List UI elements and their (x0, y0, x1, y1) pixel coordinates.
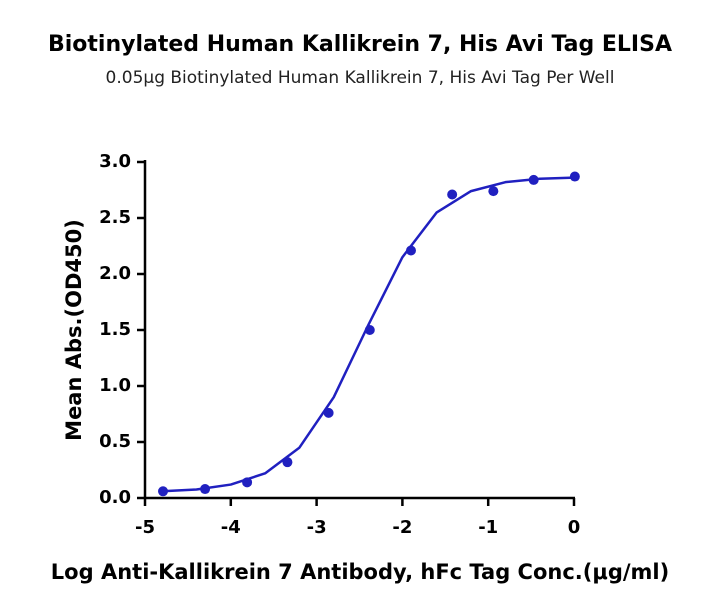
chart-title: Biotinylated Human Kallikrein 7, His Avi… (48, 32, 672, 57)
data-point (569, 171, 580, 182)
y-tick-label: 3.0 (99, 151, 131, 172)
data-point (447, 189, 458, 200)
y-tick-label: 2.5 (99, 207, 131, 228)
x-tick-label: 0 (568, 517, 581, 538)
y-tick-label: 2.0 (99, 263, 131, 284)
x-tick-label: -3 (307, 517, 327, 538)
y-tick-label: 1.0 (99, 375, 131, 396)
fit-curve (162, 176, 575, 493)
x-tick-label: -5 (135, 517, 155, 538)
y-tick-label: 0.5 (99, 431, 131, 452)
x-tick-label: -1 (478, 517, 498, 538)
data-point (488, 186, 499, 197)
chart-subtitle: 0.05μg Biotinylated Human Kallikrein 7, … (106, 68, 615, 88)
y-tick-label: 1.5 (99, 319, 131, 340)
x-axis-label: Log Anti-Kallikrein 7 Antibody, hFc Tag … (51, 560, 669, 584)
y-tick-label: 0.0 (99, 487, 131, 508)
x-tick-label: -4 (221, 517, 241, 538)
x-tick-label: -2 (392, 517, 412, 538)
y-axis-label: Mean Abs.(OD450) (62, 219, 86, 441)
